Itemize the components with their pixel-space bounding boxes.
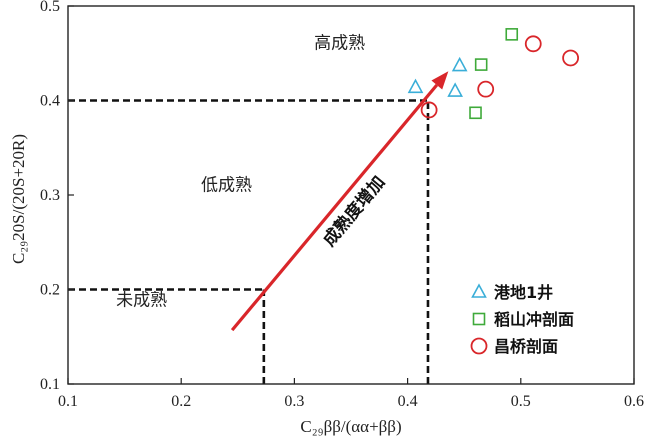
triangle-marker [407,78,424,94]
square-marker [469,106,482,120]
legend-triangle-marker [471,283,487,298]
zone-label: 高成熟 [314,33,365,54]
square-marker [505,28,519,41]
threshold-lines [68,99,430,384]
legend-circle-marker [470,337,488,355]
legend-square-marker [472,312,486,326]
triangle-marker [447,82,463,97]
maturity-arrow-shaft [230,83,439,332]
circle-marker [420,101,438,119]
y-tick-label: 0.1 [40,376,60,393]
maturity-arrow-group: 成熟度增加 [230,71,449,332]
x-tick-label: 0.3 [284,393,304,410]
circle-marker [477,80,495,98]
x-tick-label: 0.6 [624,393,644,410]
y-tick-label: 0.3 [40,187,60,204]
data-markers [407,28,580,120]
x-tick-label: 0.4 [398,393,418,410]
x-tick-label: 0.2 [171,393,191,410]
x-tick-label: 0.5 [511,393,531,410]
axis-ticks: 0.1 0.2 0.3 0.4 0.5 0.6 0.1 0.2 0.3 0.4 0.5 [40,0,644,410]
circle-marker [524,35,542,53]
legend-label: 稻山冲剖面 [494,310,574,329]
y-tick-label: 0.2 [40,282,60,299]
y-tick-label: 0.4 [40,93,60,110]
y-tick-label: 0.5 [40,0,60,15]
square-marker [474,58,488,71]
x-axis-title: C₂₉ββ/(αα+ββ) [300,417,401,436]
legend-label: 昌桥剖面 [494,337,558,356]
zone-label: 未成熟 [116,290,167,311]
triangle-marker [451,56,468,72]
zone-label: 低成熟 [201,174,252,195]
x-tick-label: 0.1 [58,393,78,410]
legend-label: 港地1井 [494,283,553,302]
y-axis-title: C₂₉20S/(20S+20R) [9,134,28,264]
circle-marker [562,49,580,67]
maturity-arrow-head [431,71,449,90]
